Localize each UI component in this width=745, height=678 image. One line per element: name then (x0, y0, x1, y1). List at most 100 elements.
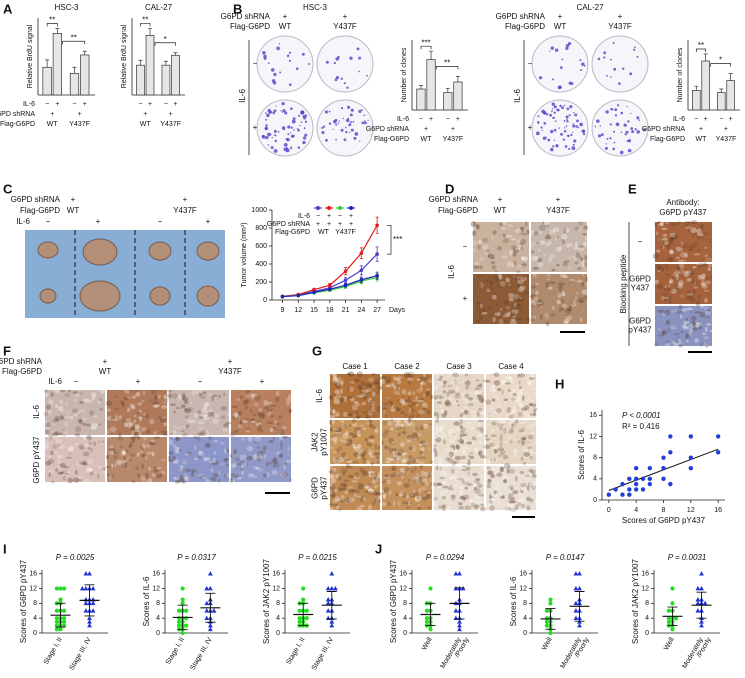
cell (388, 378, 392, 381)
cell (565, 308, 572, 314)
cell (274, 451, 281, 455)
cell (496, 472, 503, 477)
row-label: Flag-G6PD (650, 136, 685, 143)
point (329, 622, 335, 628)
cell (143, 415, 148, 418)
cell-label: + (724, 126, 728, 133)
x-tick-label: 15 (310, 307, 318, 314)
cell (334, 432, 341, 436)
cell (381, 432, 388, 438)
cell (404, 399, 412, 403)
cell (515, 229, 522, 234)
cell (203, 457, 211, 461)
cell (225, 448, 230, 453)
cell (333, 395, 337, 400)
point (666, 619, 671, 624)
cell (530, 469, 536, 476)
cell (359, 467, 364, 473)
cell (179, 475, 184, 479)
colony (561, 106, 565, 110)
cell (430, 460, 434, 464)
cell (371, 400, 376, 407)
colony (348, 131, 351, 134)
cell (288, 409, 293, 413)
cell (336, 386, 340, 389)
cell (417, 478, 425, 482)
point (424, 619, 429, 624)
cell (543, 220, 550, 225)
cell (497, 500, 501, 506)
significance: *** (421, 38, 430, 47)
cell (382, 402, 388, 407)
cell (562, 228, 567, 234)
cell (699, 305, 705, 309)
colony (579, 59, 582, 62)
colony (340, 128, 344, 132)
cell (532, 407, 538, 411)
colony (299, 124, 301, 127)
cell (508, 492, 514, 498)
cell (371, 462, 374, 466)
cell (250, 420, 258, 423)
cell (533, 414, 538, 418)
cell (225, 421, 232, 425)
cell (664, 342, 668, 345)
cell (661, 330, 668, 335)
cell (455, 392, 461, 396)
cell (344, 499, 352, 504)
cell (678, 343, 683, 348)
cell (529, 472, 534, 476)
cell (106, 416, 113, 421)
cell (500, 226, 506, 230)
cell (528, 402, 532, 407)
cell (521, 487, 528, 493)
colony (554, 120, 557, 123)
cell (360, 495, 367, 499)
cell (569, 254, 572, 261)
cell (122, 460, 126, 467)
cell (384, 445, 387, 449)
micrograph (486, 466, 536, 510)
cell (506, 312, 511, 317)
cell (167, 439, 174, 445)
point (699, 622, 704, 628)
cell (461, 380, 469, 383)
colony (547, 138, 551, 142)
cell (340, 439, 347, 443)
cell (423, 393, 426, 397)
cell (427, 506, 432, 510)
cell (287, 452, 290, 456)
cell (526, 230, 529, 234)
cell (201, 413, 209, 418)
cell (466, 401, 469, 405)
cell (348, 439, 353, 445)
cell (669, 300, 672, 305)
cell (528, 484, 533, 491)
colony (281, 111, 284, 113)
cell (42, 426, 48, 430)
cell (474, 387, 482, 391)
cell (578, 300, 586, 304)
y-axis-label: Number of clones (677, 47, 684, 102)
cell (75, 426, 82, 433)
cell (467, 470, 470, 477)
colony (552, 116, 554, 119)
cell (499, 435, 503, 442)
cell (676, 265, 681, 269)
cell (117, 436, 125, 441)
cell (250, 418, 256, 421)
cell (687, 330, 692, 334)
cell (505, 465, 509, 469)
cell (198, 475, 205, 479)
cell (276, 430, 283, 435)
cell (410, 492, 414, 497)
cell (554, 290, 562, 296)
cell (529, 449, 534, 455)
cell (141, 447, 145, 453)
colony (267, 132, 271, 137)
cell (509, 507, 516, 513)
cell (513, 302, 517, 308)
colony (572, 143, 575, 146)
cell (266, 421, 274, 424)
cell (163, 397, 169, 403)
